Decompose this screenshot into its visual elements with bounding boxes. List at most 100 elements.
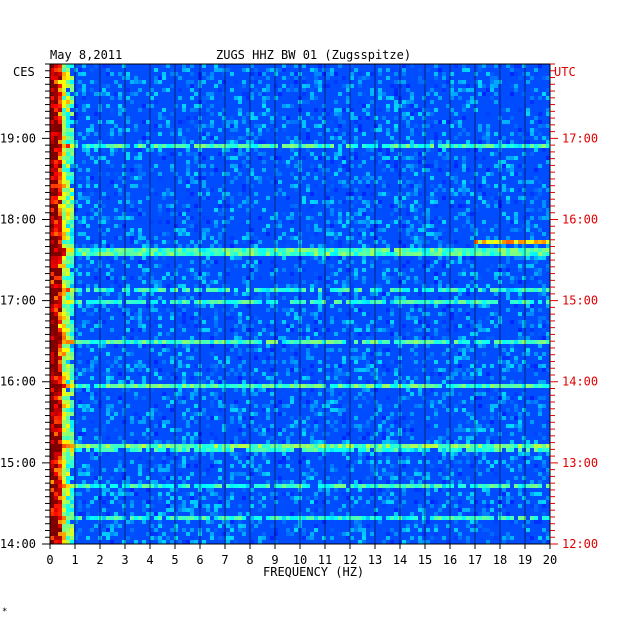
spectrogram-cell: [206, 124, 210, 128]
spectrogram-cell: [318, 212, 322, 216]
spectrogram-cell: [134, 80, 138, 84]
spectrogram-cell: [226, 268, 230, 272]
spectrogram-cell: [358, 240, 362, 244]
spectrogram-cell: [62, 292, 66, 296]
spectrogram-cell: [270, 136, 274, 140]
spectrogram-cell: [74, 292, 78, 296]
spectrogram-cell: [50, 260, 54, 264]
spectrogram-cell: [218, 128, 222, 132]
spectrogram-cell: [330, 184, 334, 188]
spectrogram-cell: [394, 252, 398, 256]
spectrogram-cell: [366, 176, 370, 180]
spectrogram-cell: [166, 188, 170, 192]
spectrogram-cell: [386, 144, 390, 148]
spectrogram-cell: [482, 288, 486, 292]
spectrogram-cell: [70, 76, 74, 80]
spectrogram-cell: [130, 316, 134, 320]
spectrogram-cell: [394, 200, 398, 204]
spectrogram-cell: [426, 308, 430, 312]
spectrogram-cell: [366, 316, 370, 320]
spectrogram-cell: [78, 288, 82, 292]
spectrogram-cell: [110, 276, 114, 280]
spectrogram-cell: [378, 248, 382, 252]
spectrogram-cell: [462, 156, 466, 160]
spectrogram-cell: [454, 116, 458, 120]
spectrogram-cell: [150, 432, 154, 436]
spectrogram-cell: [462, 160, 466, 164]
spectrogram-cell: [50, 320, 54, 324]
spectrogram-cell: [190, 248, 194, 252]
spectrogram-cell: [342, 360, 346, 364]
spectrogram-cell: [314, 420, 318, 424]
spectrogram-cell: [354, 272, 358, 276]
spectrogram-cell: [442, 272, 446, 276]
spectrogram-cell: [538, 252, 542, 256]
spectrogram-cell: [314, 76, 318, 80]
spectrogram-cell: [222, 384, 226, 388]
spectrogram-cell: [358, 424, 362, 428]
spectrogram-cell: [210, 96, 214, 100]
spectrogram-cell: [50, 380, 54, 384]
spectrogram-cell: [62, 248, 66, 252]
spectrogram-cell: [330, 68, 334, 72]
spectrogram-cell: [310, 284, 314, 288]
spectrogram-cell: [174, 200, 178, 204]
spectrogram-cell: [366, 112, 370, 116]
spectrogram-cell: [102, 384, 106, 388]
spectrogram-cell: [434, 276, 438, 280]
spectrogram-cell: [174, 212, 178, 216]
spectrogram-cell: [478, 140, 482, 144]
spectrogram-cell: [490, 432, 494, 436]
spectrogram-cell: [534, 68, 538, 72]
spectrogram-cell: [182, 376, 186, 380]
spectrogram-cell: [366, 384, 370, 388]
spectrogram-cell: [214, 332, 218, 336]
spectrogram-cell: [138, 108, 142, 112]
spectrogram-cell: [418, 252, 422, 256]
spectrogram-cell: [122, 248, 126, 252]
spectrogram-cell: [346, 164, 350, 168]
spectrogram-cell: [330, 136, 334, 140]
spectrogram-cell: [62, 340, 66, 344]
spectrogram-cell: [526, 336, 530, 340]
spectrogram-cell: [230, 344, 234, 348]
spectrogram-cell: [438, 368, 442, 372]
spectrogram-cell: [358, 208, 362, 212]
spectrogram-cell: [170, 356, 174, 360]
spectrogram-cell: [118, 372, 122, 376]
spectrogram-cell: [202, 72, 206, 76]
spectrogram-cell: [462, 224, 466, 228]
spectrogram-cell: [302, 260, 306, 264]
spectrogram-cell: [394, 384, 398, 388]
spectrogram-cell: [370, 232, 374, 236]
spectrogram-cell: [66, 132, 70, 136]
spectrogram-cell: [426, 248, 430, 252]
spectrogram-cell: [462, 184, 466, 188]
spectrogram-cell: [86, 212, 90, 216]
spectrogram-cell: [338, 268, 342, 272]
spectrogram-cell: [58, 324, 62, 328]
spectrogram-cell: [210, 140, 214, 144]
spectrogram-cell: [350, 196, 354, 200]
spectrogram-cell: [506, 236, 510, 240]
spectrogram-cell: [126, 312, 130, 316]
spectrogram-cell: [374, 384, 378, 388]
spectrogram-cell: [102, 432, 106, 436]
spectrogram-cell: [374, 300, 378, 304]
spectrogram-cell: [290, 148, 294, 152]
spectrogram-cell: [394, 196, 398, 200]
spectrogram-cell: [434, 72, 438, 76]
spectrogram-cell: [466, 340, 470, 344]
spectrogram-cell: [66, 312, 70, 316]
spectrogram-cell: [110, 72, 114, 76]
spectrogram-cell: [378, 404, 382, 408]
spectrogram-cell: [390, 144, 394, 148]
spectrogram-cell: [486, 252, 490, 256]
spectrogram-cell: [270, 120, 274, 124]
spectrogram-cell: [94, 112, 98, 116]
spectrogram-cell: [170, 380, 174, 384]
spectrogram-cell: [394, 360, 398, 364]
spectrogram-cell: [394, 372, 398, 376]
spectrogram-cell: [330, 320, 334, 324]
spectrogram-cell: [186, 304, 190, 308]
